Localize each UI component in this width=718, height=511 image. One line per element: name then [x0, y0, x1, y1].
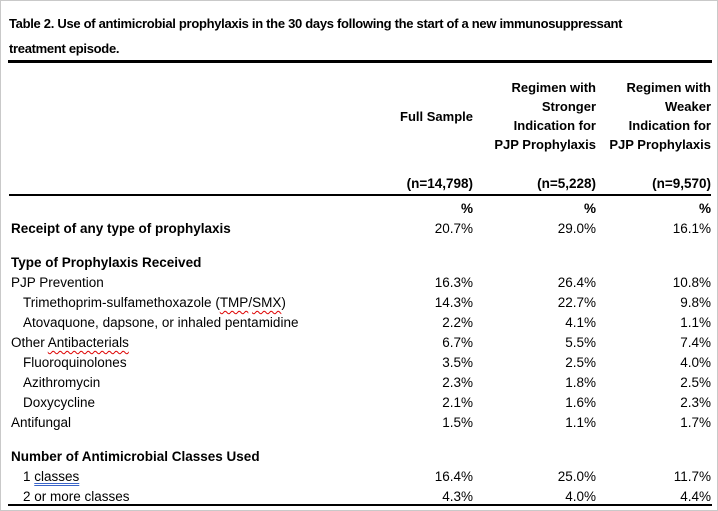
table-caption-line1: Table 2. Use of antimicrobial prophylaxi… [9, 16, 623, 31]
value-cell [346, 250, 473, 270]
value-cell: 1.8% [565, 375, 596, 390]
row-label: PJP Prevention [11, 275, 104, 290]
value-cell: 2.2% [442, 315, 473, 330]
table-caption-line2: treatment episode. [9, 41, 120, 56]
table-row: Type of Prophylaxis Received [9, 250, 711, 270]
value-cell [473, 250, 596, 270]
column-header-full-sample: Full Sample [400, 108, 473, 124]
spacer-row [9, 236, 711, 250]
row-label: Type of Prophylaxis Received [11, 255, 202, 270]
value-cell: 1.5% [442, 415, 473, 430]
table-row: Other Antibacterials 6.7% 5.5% 7.4% [9, 330, 711, 350]
value-cell: 5.5% [565, 335, 596, 350]
value-cell: 16.1% [672, 221, 711, 236]
sample-size-stronger: (n=5,228) [473, 169, 596, 196]
value-cell: 3.5% [442, 355, 473, 370]
table-row: PJP Prevention 16.3% 26.4% 10.8% [9, 270, 711, 290]
row-label: Azithromycin [23, 375, 101, 390]
value-cell: 6.7% [442, 335, 473, 350]
table-row: 1 classes 16.4% 25.0% 11.7% [9, 464, 711, 484]
row-label: 2 or more classes [23, 489, 130, 504]
grammar-check-word: classes [34, 469, 80, 484]
sample-size-full: (n=14,798) [346, 169, 473, 196]
table-row: Number of Antimicrobial Classes Used [9, 444, 711, 464]
row-label: Antifungal [11, 415, 72, 430]
unit-cell: % [698, 201, 711, 216]
value-cell: 4.4% [680, 489, 711, 504]
value-cell [346, 444, 473, 464]
header-empty-cell [9, 63, 346, 169]
row-label: Trimethoprim-sulfamethoxazole (TMP/SMX) [23, 295, 286, 310]
value-cell: 4.0% [565, 489, 596, 504]
unit-row: % % % [9, 195, 711, 216]
value-cell [596, 250, 711, 270]
top-rule [8, 60, 712, 63]
row-label: Receipt of any type of prophylaxis [11, 221, 231, 236]
table-row: 2 or more classes 4.3% 4.0% 4.4% [9, 484, 711, 504]
table-row: Atovaquone, dapsone, or inhaled pentamid… [9, 310, 711, 330]
row-label: 1 classes [23, 469, 80, 484]
header-row: Full Sample Regimen with Stronger Indica… [9, 63, 711, 169]
table-row: Doxycycline 2.1% 1.6% 2.3% [9, 390, 711, 410]
sample-size-row: (n=14,798) (n=5,228) (n=9,570) [9, 169, 711, 196]
row-label: Atovaquone, dapsone, or inhaled pentamid… [23, 315, 299, 330]
table-row: Receipt of any type of prophylaxis 20.7%… [9, 216, 711, 236]
value-cell: 1.1% [680, 315, 711, 330]
value-cell: 9.8% [680, 295, 711, 310]
value-cell: 29.0% [557, 221, 596, 236]
unit-empty-cell [9, 195, 346, 216]
table-row: Fluoroquinolones 3.5% 2.5% 4.0% [9, 350, 711, 370]
value-cell: 11.7% [673, 469, 711, 484]
value-cell: 16.4% [434, 469, 473, 484]
value-cell: 22.7% [557, 295, 596, 310]
row-label: Doxycycline [23, 395, 96, 410]
value-cell: 2.1% [442, 395, 473, 410]
value-cell: 2.5% [565, 355, 596, 370]
value-cell: 2.3% [442, 375, 473, 390]
value-cell: 16.3% [434, 275, 473, 290]
table-row: Antifungal 1.5% 1.1% 1.7% [9, 410, 711, 430]
bottom-rule [8, 504, 712, 506]
value-cell: 1.7% [680, 415, 711, 430]
value-cell: 1.6% [565, 395, 596, 410]
spellcheck-word: Antibacterials [47, 335, 129, 350]
row-label: Other Antibacterials [11, 335, 129, 350]
spellcheck-word: TMP [219, 295, 249, 310]
column-header-weaker-indication: Regimen with Weaker Indication for PJP P… [609, 80, 711, 152]
row-label: Fluoroquinolones [23, 355, 127, 370]
value-cell: 7.4% [680, 335, 711, 350]
value-cell: 25.0% [557, 469, 596, 484]
value-cell: 10.8% [672, 275, 711, 290]
column-header-stronger-indication: Regimen with Stronger Indication for PJP… [494, 80, 596, 152]
value-cell [596, 444, 711, 464]
value-cell: 4.0% [680, 355, 711, 370]
value-cell [473, 444, 596, 464]
value-cell: 14.3% [434, 295, 473, 310]
row-label: Number of Antimicrobial Classes Used [11, 449, 260, 464]
unit-cell: % [460, 201, 473, 216]
sample-size-empty-cell [9, 169, 346, 196]
unit-cell: % [583, 201, 596, 216]
value-cell: 4.3% [442, 489, 473, 504]
spacer-row [9, 430, 711, 444]
value-cell: 20.7% [434, 221, 473, 236]
table-row: Trimethoprim-sulfamethoxazole (TMP/SMX) … [9, 290, 711, 310]
value-cell: 26.4% [557, 275, 596, 290]
value-cell: 1.1% [565, 415, 596, 430]
sample-size-weaker: (n=9,570) [596, 169, 711, 196]
value-cell: 2.3% [680, 395, 711, 410]
prophylaxis-table: Full Sample Regimen with Stronger Indica… [9, 63, 711, 504]
table-row: Azithromycin 2.3% 1.8% 2.5% [9, 370, 711, 390]
table-caption: Table 2. Use of antimicrobial prophylaxi… [1, 1, 717, 60]
value-cell: 4.1% [565, 315, 596, 330]
value-cell: 2.5% [680, 375, 711, 390]
spellcheck-word: SMX [252, 295, 282, 310]
